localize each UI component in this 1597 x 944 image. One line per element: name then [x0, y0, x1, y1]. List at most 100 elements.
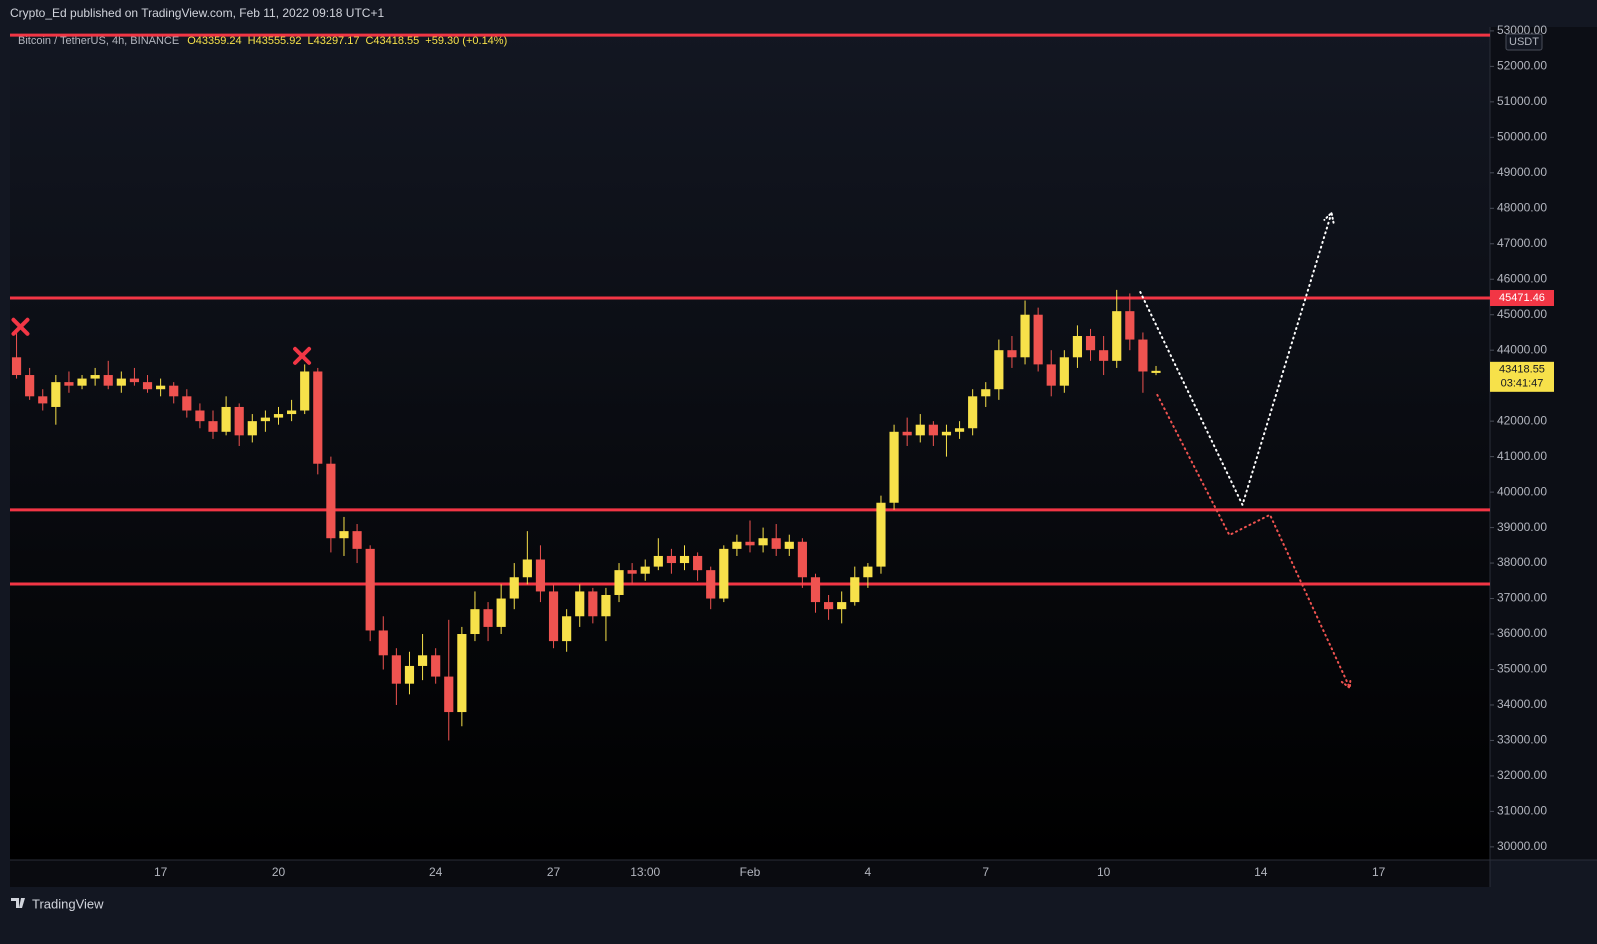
candle-body	[182, 396, 192, 411]
candle-body	[614, 570, 624, 595]
candle-body	[444, 676, 454, 713]
x-tick-label: 24	[429, 865, 443, 879]
candle-body	[719, 548, 729, 599]
legend-change: +59.30 (+0.14%)	[425, 35, 507, 47]
candle-body	[994, 350, 1004, 390]
candle-body	[129, 378, 140, 383]
candle-body	[313, 371, 323, 464]
candle-body	[601, 594, 611, 617]
candle-body	[693, 555, 703, 571]
candle-body	[981, 389, 991, 397]
y-tick-label: 40000.00	[1497, 484, 1547, 498]
candle-body	[640, 566, 650, 574]
legend-open: O43359.24	[187, 35, 241, 47]
candle-body	[784, 541, 794, 549]
y-tick-label: 33000.00	[1497, 733, 1547, 747]
candle-body	[876, 502, 886, 567]
candle-body	[1020, 314, 1030, 358]
candle-body	[535, 559, 546, 592]
footer: TradingView	[11, 896, 104, 911]
candle-body	[273, 414, 284, 418]
candle-body	[1007, 350, 1017, 358]
y-tick-label: 32000.00	[1497, 768, 1547, 782]
level-label-box	[1490, 289, 1554, 306]
candle-body	[810, 577, 821, 603]
forecast-path	[1156, 393, 1351, 689]
candle-body	[156, 385, 166, 390]
x-tick-label: 17	[1372, 865, 1386, 879]
arrow-head	[1340, 676, 1352, 690]
candle-body	[954, 428, 965, 432]
candle-body	[863, 566, 873, 578]
candle-body	[195, 410, 205, 422]
candle-body	[522, 559, 532, 578]
candle-body	[758, 538, 768, 546]
candle-body	[732, 541, 742, 549]
candle-body	[771, 538, 781, 549]
footer-brand: TradingView	[32, 896, 104, 911]
candle-body	[90, 375, 100, 379]
x-tick-label: 27	[547, 865, 561, 879]
candle-body	[470, 609, 480, 635]
candle-body	[1046, 364, 1056, 386]
legend: Bitcoin / TetherUS, 4h, BINANCE	[18, 35, 179, 47]
candle-body	[417, 655, 428, 666]
x-tick-label: 7	[982, 865, 989, 879]
candle-body	[824, 602, 834, 610]
candle-body	[64, 382, 74, 386]
candle-body	[889, 431, 899, 503]
candle-body	[77, 378, 87, 386]
y-tick-label: 35000.00	[1497, 662, 1547, 676]
candle-body	[25, 375, 35, 397]
candle-body	[234, 406, 244, 436]
candle-body	[797, 541, 807, 578]
candle-body	[850, 577, 860, 603]
candle-body	[339, 531, 349, 539]
candle-body	[968, 396, 978, 429]
x-tick-label: 17	[154, 865, 168, 879]
currency: USDT	[1509, 36, 1539, 48]
candle-body	[38, 396, 48, 404]
candle-body	[588, 591, 598, 617]
x-tick-label: 10	[1097, 865, 1111, 879]
legend-close: C43418.55	[365, 35, 419, 47]
forecast-path	[1139, 211, 1333, 508]
y-tick-label: 44000.00	[1497, 342, 1547, 356]
candle-body	[378, 630, 388, 656]
y-tick-label: 41000.00	[1497, 449, 1547, 463]
y-tick-label: 42000.00	[1497, 413, 1547, 427]
x-tick-label: Feb	[740, 865, 761, 879]
candles	[11, 289, 1161, 741]
candle-body	[1085, 336, 1096, 351]
y-tick-label: 34000.00	[1497, 697, 1547, 711]
candle-body	[706, 570, 716, 599]
candle-body	[260, 417, 270, 422]
candle-body	[116, 378, 126, 386]
candle-body	[208, 421, 218, 432]
candle-body	[1138, 339, 1148, 372]
candle-body	[431, 655, 441, 677]
candle-body	[562, 616, 572, 642]
candle-body	[627, 570, 637, 574]
candle-body	[666, 555, 676, 564]
y-tick-label: 51000.00	[1497, 94, 1547, 108]
price-axis	[1490, 27, 1597, 860]
candle-body	[837, 602, 847, 610]
candle-body	[1059, 357, 1069, 386]
x-tick-label: 13:00	[630, 865, 660, 879]
candle-body	[902, 431, 912, 436]
candle-body	[51, 382, 61, 407]
candle-body	[915, 424, 925, 436]
candle-body	[300, 371, 310, 411]
level-label: 45471.46	[1499, 292, 1545, 304]
x-marker	[293, 346, 312, 365]
time-axis	[10, 860, 1490, 887]
candle-body	[365, 548, 375, 631]
candle-body	[457, 634, 467, 713]
header: Crypto_Ed published on TradingView.com, …	[10, 6, 384, 20]
legend-low: L43297.17	[307, 35, 359, 47]
x-tick-label: 4	[865, 865, 872, 879]
y-tick-label: 38000.00	[1497, 555, 1547, 569]
candle-body	[11, 357, 22, 376]
y-tick-label: 49000.00	[1497, 165, 1547, 179]
